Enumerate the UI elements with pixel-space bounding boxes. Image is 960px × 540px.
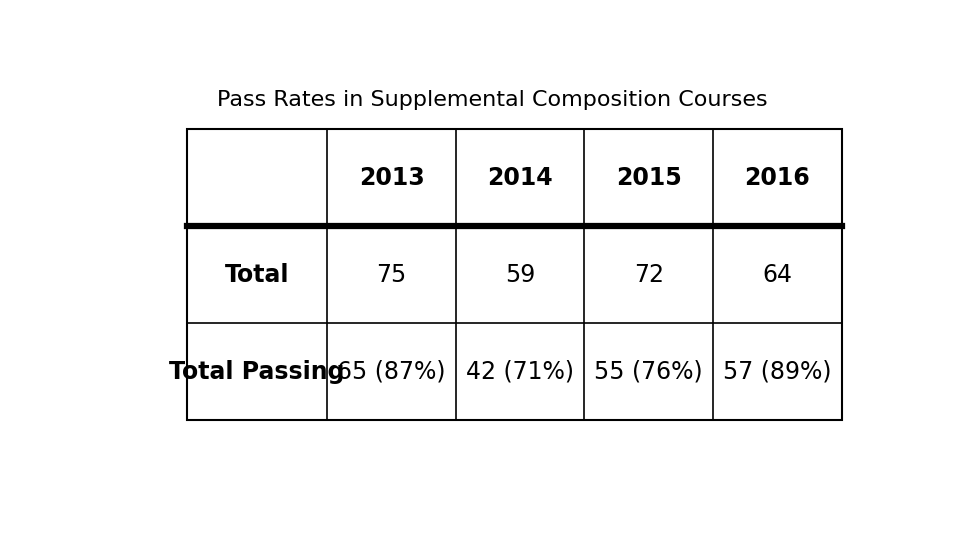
Text: 64: 64: [762, 262, 792, 287]
Text: 2013: 2013: [359, 166, 424, 190]
Text: 42 (71%): 42 (71%): [467, 360, 574, 384]
Text: 75: 75: [376, 262, 407, 287]
Text: Total Passing: Total Passing: [169, 360, 345, 384]
Text: 55 (76%): 55 (76%): [594, 360, 703, 384]
Text: 59: 59: [505, 262, 536, 287]
Text: 2015: 2015: [616, 166, 682, 190]
Text: Total: Total: [225, 262, 289, 287]
Text: 65 (87%): 65 (87%): [337, 360, 445, 384]
Text: 72: 72: [634, 262, 663, 287]
Text: Pass Rates in Supplemental Composition Courses: Pass Rates in Supplemental Composition C…: [217, 90, 767, 110]
Text: 57 (89%): 57 (89%): [723, 360, 831, 384]
Text: 2016: 2016: [745, 166, 810, 190]
Text: 2014: 2014: [488, 166, 553, 190]
